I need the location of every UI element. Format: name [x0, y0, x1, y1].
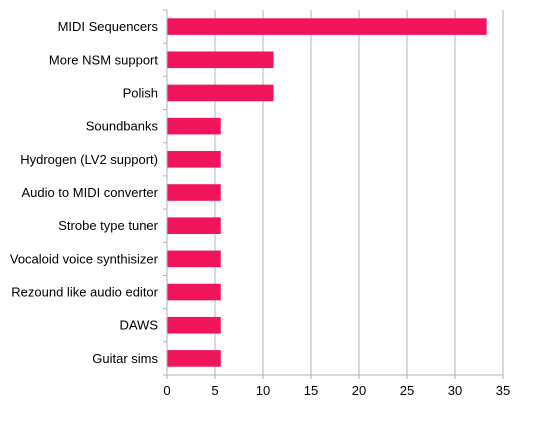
bar-more-nsm-support — [167, 51, 274, 69]
category-label: Soundbanks — [86, 119, 159, 134]
grid-layer — [166, 10, 504, 379]
axis-layer — [163, 9, 503, 376]
bar-midi-sequencers — [167, 18, 487, 35]
bar-guitar-sims — [167, 350, 221, 367]
x-tick-label-30: 30 — [448, 383, 462, 398]
x-tick-label-0: 0 — [163, 383, 170, 398]
category-label: Polish — [123, 85, 158, 100]
category-labels: MIDI Sequencers More NSM support Polish Sou… — [10, 19, 159, 366]
x-tick-label-35: 35 — [496, 383, 510, 398]
tick-labels: 0 5 10 15 20 25 30 35 — [163, 383, 510, 398]
bar-hydrogen-lv2-support — [167, 151, 221, 168]
x-tick-label-25: 25 — [400, 383, 414, 398]
bars-layer — [167, 18, 487, 367]
category-label: Guitar sims — [92, 351, 158, 366]
bar-rezound-like-audio-editor — [167, 283, 221, 301]
bar-polish — [167, 84, 274, 102]
category-label: More NSM support — [49, 52, 158, 67]
bar-daws — [167, 316, 221, 334]
category-label: Vocaloid voice synthisizer — [10, 251, 159, 266]
bar-vocaloid-voice-synthisizer — [167, 250, 221, 268]
bar-strobe-type-tuner — [167, 217, 221, 234]
x-tick-label-5: 5 — [211, 383, 218, 398]
category-label: MIDI Sequencers — [58, 19, 159, 34]
x-tick-label-20: 20 — [352, 383, 366, 398]
x-tick-label-10: 10 — [256, 383, 270, 398]
bar-soundbanks — [167, 117, 221, 135]
x-tick-label-15: 15 — [304, 383, 318, 398]
category-label: DAWS — [119, 318, 158, 333]
category-label: Audio to MIDI converter — [21, 185, 158, 200]
category-label: Strobe type tuner — [58, 218, 158, 233]
category-label: Rezound like audio editor — [11, 285, 158, 300]
category-label: Hydrogen (LV2 support) — [20, 152, 158, 167]
bar-audio-to-midi-converter — [167, 184, 221, 201]
